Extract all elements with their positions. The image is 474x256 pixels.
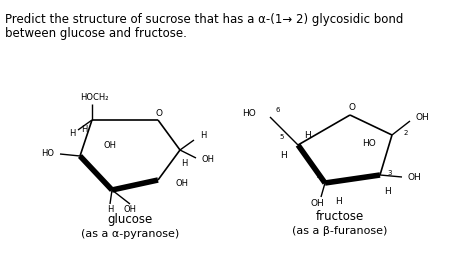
Text: glucose: glucose — [108, 214, 153, 227]
Text: OH: OH — [202, 155, 215, 165]
Text: OH: OH — [310, 198, 324, 208]
Text: 6: 6 — [276, 107, 280, 113]
Text: O: O — [155, 109, 163, 118]
Text: fructose: fructose — [316, 210, 364, 223]
Text: H: H — [181, 159, 187, 168]
Text: (as a β-furanose): (as a β-furanose) — [292, 226, 388, 236]
Text: H: H — [107, 206, 113, 215]
Text: H: H — [336, 197, 342, 206]
Text: OH: OH — [124, 206, 137, 215]
Text: OH: OH — [416, 112, 430, 122]
Text: Predict the structure of sucrose that has a α-(1→ 2) glycosidic bond: Predict the structure of sucrose that ha… — [5, 13, 403, 26]
Text: 2: 2 — [404, 130, 408, 136]
Text: H: H — [200, 132, 206, 141]
Text: OH: OH — [176, 179, 189, 188]
Text: H: H — [281, 151, 287, 159]
Text: 4: 4 — [317, 174, 321, 180]
Text: OH: OH — [408, 173, 422, 182]
Text: H: H — [81, 125, 87, 134]
Text: HO: HO — [362, 138, 376, 147]
Text: HOCH₂: HOCH₂ — [80, 93, 108, 102]
Text: HO: HO — [41, 150, 54, 158]
Text: HO: HO — [242, 109, 256, 118]
Text: H: H — [305, 131, 311, 140]
Text: H: H — [384, 187, 392, 196]
Text: H: H — [69, 130, 75, 138]
Text: 5: 5 — [280, 134, 284, 140]
Text: O: O — [348, 102, 356, 112]
Text: 3: 3 — [388, 170, 392, 176]
Text: (as a α-pyranose): (as a α-pyranose) — [81, 229, 179, 239]
Text: OH: OH — [103, 142, 117, 151]
Text: between glucose and fructose.: between glucose and fructose. — [5, 27, 187, 40]
